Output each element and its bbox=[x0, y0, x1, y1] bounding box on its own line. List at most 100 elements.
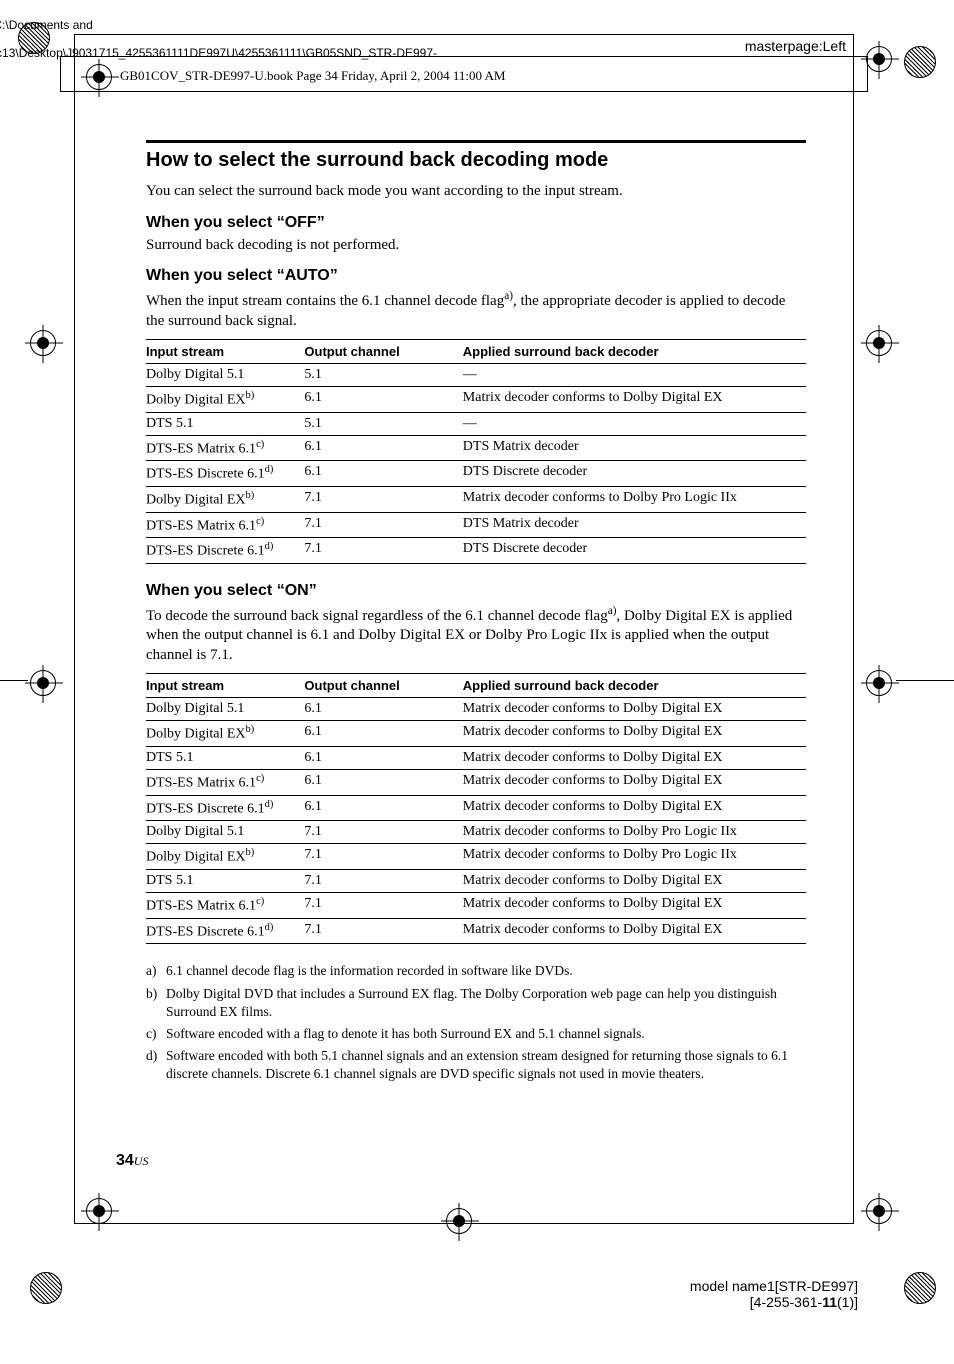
table-cell: 6.1 bbox=[304, 435, 462, 461]
subheading-auto: When you select “AUTO” bbox=[146, 267, 806, 285]
footnote-text: Software encoded with both 5.1 channel s… bbox=[166, 1047, 806, 1083]
on-body-prefix: To decode the surround back signal regar… bbox=[146, 608, 608, 624]
on-table: Input streamOutput channelApplied surrou… bbox=[146, 673, 806, 944]
footnote-ref: b) bbox=[246, 490, 255, 501]
filepath-line: lename[C:\Documents and bbox=[0, 18, 93, 32]
footnote-ref: b) bbox=[246, 847, 255, 858]
filepath-line: ettings\pc13\Desktop\J9031715_4255361111… bbox=[0, 46, 437, 60]
table-cell: 6.1 bbox=[304, 747, 462, 770]
table-cell: Matrix decoder conforms to Dolby Digital… bbox=[463, 747, 806, 770]
table-cell: Matrix decoder conforms to Dolby Pro Log… bbox=[463, 844, 806, 870]
table-cell: DTS-ES Matrix 6.1c) bbox=[146, 893, 304, 919]
table-cell: 5.1 bbox=[304, 364, 462, 387]
section-title: How to select the surround back decoding… bbox=[146, 149, 806, 172]
crop-mark-icon bbox=[904, 46, 936, 78]
table-cell: 7.1 bbox=[304, 844, 462, 870]
table-cell: Dolby Digital EXb) bbox=[146, 721, 304, 747]
footnote: b)Dolby Digital DVD that includes a Surr… bbox=[146, 985, 806, 1021]
footnote-ref: d) bbox=[265, 464, 274, 475]
table-cell: Matrix decoder conforms to Dolby Pro Log… bbox=[463, 821, 806, 844]
table-cell: Dolby Digital 5.1 bbox=[146, 821, 304, 844]
registration-mark-icon bbox=[866, 330, 892, 356]
table-header: Input stream bbox=[146, 340, 304, 364]
table-row: Dolby Digital 5.16.1Matrix decoder confo… bbox=[146, 698, 806, 721]
table-header: Applied surround back decoder bbox=[463, 340, 806, 364]
masterpage-label: masterpage:Left bbox=[745, 38, 846, 54]
crop-mark-icon bbox=[904, 1272, 936, 1304]
table-cell: Dolby Digital 5.1 bbox=[146, 698, 304, 721]
table-row: DTS-ES Discrete 6.1d)7.1Matrix decoder c… bbox=[146, 918, 806, 944]
table-cell: Matrix decoder conforms to Dolby Digital… bbox=[463, 387, 806, 413]
section-rule bbox=[146, 140, 806, 143]
table-cell: DTS-ES Matrix 6.1c) bbox=[146, 435, 304, 461]
table-cell: Matrix decoder conforms to Dolby Digital… bbox=[463, 721, 806, 747]
registration-mark-icon bbox=[30, 670, 56, 696]
table-cell: 6.1 bbox=[304, 721, 462, 747]
footnote-ref: c) bbox=[256, 896, 264, 907]
footnote-text: Software encoded with a flag to denote i… bbox=[166, 1025, 806, 1043]
table-header: Output channel bbox=[304, 340, 462, 364]
table-row: DTS-ES Discrete 6.1d)7.1DTS Discrete dec… bbox=[146, 538, 806, 564]
model-line2: [4-255-361-11(1)] bbox=[690, 1294, 858, 1310]
table-cell: Matrix decoder conforms to Dolby Digital… bbox=[463, 698, 806, 721]
table-cell: 6.1 bbox=[304, 698, 462, 721]
footnote-ref: c) bbox=[256, 773, 264, 784]
registration-mark-icon bbox=[866, 46, 892, 72]
registration-mark-icon bbox=[30, 330, 56, 356]
subheading-off: When you select “OFF” bbox=[146, 214, 806, 232]
footnote-mark: c) bbox=[146, 1025, 166, 1043]
table-row: DTS 5.16.1Matrix decoder conforms to Dol… bbox=[146, 747, 806, 770]
table-cell: Matrix decoder conforms to Dolby Digital… bbox=[463, 870, 806, 893]
table-cell: 7.1 bbox=[304, 538, 462, 564]
table-cell: DTS-ES Discrete 6.1d) bbox=[146, 461, 304, 487]
footnote-ref: d) bbox=[265, 541, 274, 552]
table-row: DTS-ES Matrix 6.1c)6.1DTS Matrix decoder bbox=[146, 435, 806, 461]
footnote: a)6.1 channel decode flag is the informa… bbox=[146, 962, 806, 980]
table-cell: 6.1 bbox=[304, 795, 462, 821]
table-cell: Dolby Digital EXb) bbox=[146, 844, 304, 870]
auto-body-prefix: When the input stream contains the 6.1 c… bbox=[146, 293, 504, 309]
table-cell: Dolby Digital EXb) bbox=[146, 387, 304, 413]
page-region: US bbox=[134, 1154, 149, 1168]
crop-rule bbox=[0, 680, 28, 681]
table-cell: Matrix decoder conforms to Dolby Digital… bbox=[463, 770, 806, 796]
table-cell: DTS 5.1 bbox=[146, 747, 304, 770]
footnote: c)Software encoded with a flag to denote… bbox=[146, 1025, 806, 1043]
crop-rule bbox=[896, 680, 954, 681]
table-cell: Matrix decoder conforms to Dolby Digital… bbox=[463, 918, 806, 944]
footnote: d)Software encoded with both 5.1 channel… bbox=[146, 1047, 806, 1083]
table-cell: 7.1 bbox=[304, 512, 462, 538]
table-cell: DTS-ES Discrete 6.1d) bbox=[146, 918, 304, 944]
table-header: Output channel bbox=[304, 674, 462, 698]
header-path: GB01COV_STR-DE997-U.book Page 34 Friday,… bbox=[120, 68, 505, 84]
footnote-mark: b) bbox=[146, 985, 166, 1021]
table-row: Dolby Digital EXb)6.1Matrix decoder conf… bbox=[146, 721, 806, 747]
table-cell: 6.1 bbox=[304, 770, 462, 796]
table-row: DTS-ES Matrix 6.1c)7.1Matrix decoder con… bbox=[146, 893, 806, 919]
footnote-ref: b) bbox=[246, 724, 255, 735]
crop-mark-icon bbox=[30, 1272, 62, 1304]
table-row: DTS 5.15.1— bbox=[146, 412, 806, 435]
table-cell: 7.1 bbox=[304, 870, 462, 893]
table-row: DTS-ES Matrix 6.1c)6.1Matrix decoder con… bbox=[146, 770, 806, 796]
table-cell: DTS 5.1 bbox=[146, 870, 304, 893]
footnote-ref: d) bbox=[265, 922, 274, 933]
table-cell: DTS Discrete decoder bbox=[463, 461, 806, 487]
table-cell: 7.1 bbox=[304, 821, 462, 844]
footnote-ref: a) bbox=[504, 290, 513, 302]
model-line1: model name1[STR-DE997] bbox=[690, 1278, 858, 1294]
table-header: Input stream bbox=[146, 674, 304, 698]
table-cell: 7.1 bbox=[304, 486, 462, 512]
footnote-ref: d) bbox=[265, 799, 274, 810]
table-row: Dolby Digital 5.15.1— bbox=[146, 364, 806, 387]
table-row: DTS-ES Discrete 6.1d)6.1Matrix decoder c… bbox=[146, 795, 806, 821]
table-cell: Matrix decoder conforms to Dolby Pro Log… bbox=[463, 486, 806, 512]
table-cell: DTS 5.1 bbox=[146, 412, 304, 435]
content-area: How to select the surround back decoding… bbox=[146, 140, 806, 1088]
registration-mark-icon bbox=[866, 670, 892, 696]
table-row: DTS-ES Matrix 6.1c)7.1DTS Matrix decoder bbox=[146, 512, 806, 538]
table-row: Dolby Digital EXb)6.1Matrix decoder conf… bbox=[146, 387, 806, 413]
table-cell: 7.1 bbox=[304, 893, 462, 919]
table-cell: Matrix decoder conforms to Dolby Digital… bbox=[463, 893, 806, 919]
table-cell: DTS-ES Discrete 6.1d) bbox=[146, 538, 304, 564]
